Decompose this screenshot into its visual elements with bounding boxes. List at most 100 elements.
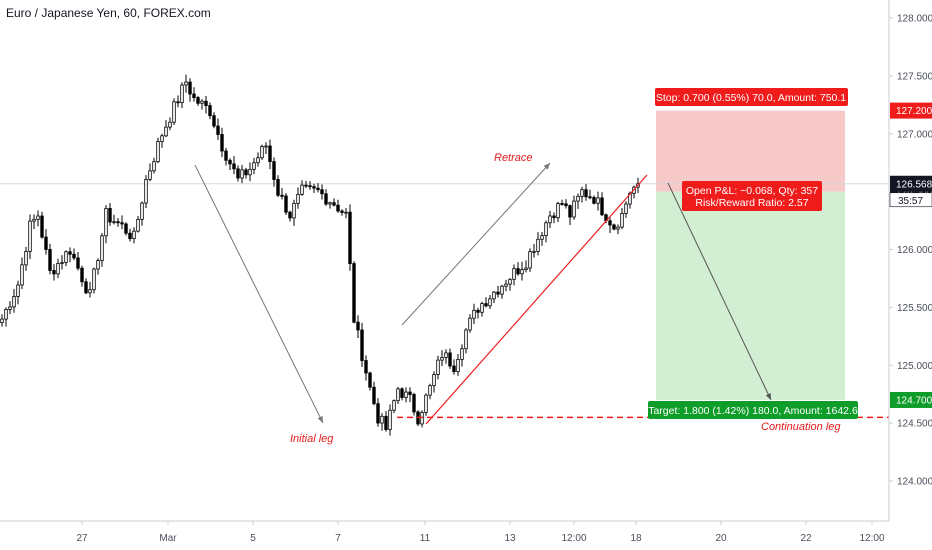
candle-body: [360, 329, 364, 361]
stop-price-tag-label: 127.200: [896, 106, 932, 117]
trend-line[interactable]: [425, 174, 648, 425]
candle-body: [592, 197, 596, 204]
candle-body: [372, 386, 376, 405]
candle-body: [524, 267, 528, 270]
candle-body: [600, 197, 604, 216]
continuation-leg-arrow[interactable]: [667, 182, 772, 401]
stop-loss-zone[interactable]: [656, 110, 845, 192]
initial-leg-arrowhead: [317, 416, 323, 423]
candle-body: [488, 298, 492, 307]
open-pnl-badge[interactable]: [682, 181, 822, 211]
candle-body: [16, 284, 20, 297]
candle-body: [476, 309, 480, 313]
candle-body: [300, 184, 304, 195]
candle-body: [472, 309, 476, 319]
candle-body: [568, 205, 572, 218]
candle-body: [492, 291, 496, 300]
candle-body: [528, 251, 532, 269]
candle-body: [4, 309, 8, 320]
candle-body: [616, 226, 620, 230]
candle-body: [12, 296, 16, 308]
candle-body: [448, 352, 452, 367]
candle-body: [256, 157, 260, 164]
candle-body: [228, 159, 232, 165]
price-tick-label: 128.000: [897, 14, 932, 25]
candle-body: [188, 81, 192, 95]
candle-body: [156, 141, 160, 163]
candle-body: [208, 105, 212, 117]
take-profit-zone[interactable]: [656, 191, 845, 400]
candle-body: [212, 115, 216, 127]
candle-body: [536, 238, 540, 252]
time-tick-label: 27: [76, 533, 88, 544]
candle-body: [404, 391, 408, 398]
candle-body: [608, 220, 612, 226]
candle-body: [572, 200, 576, 218]
candle-body: [172, 101, 176, 123]
candle-body: [168, 121, 172, 128]
candle-body: [516, 268, 520, 275]
candle-body: [24, 251, 28, 266]
candle-body: [104, 208, 108, 237]
candle-body: [420, 412, 424, 425]
candle-body: [260, 146, 264, 159]
candle-body: [468, 317, 472, 331]
candle-body: [52, 270, 56, 275]
candle-body: [588, 196, 592, 199]
candle-body: [344, 211, 348, 214]
retrace-label: Retrace: [494, 152, 533, 164]
target-price-tag-label: 124.700: [896, 395, 932, 406]
candle-body: [292, 202, 296, 219]
candle-body: [48, 249, 52, 271]
candle-body: [508, 278, 512, 285]
time-tick-label: 11: [420, 533, 431, 544]
price-axis[interactable]: 128.000127.500127.000126.500126.000125.5…: [888, 0, 932, 521]
retrace-arrowhead: [543, 163, 550, 170]
candle-body: [100, 235, 104, 261]
candle-body: [504, 283, 508, 287]
candle-body: [196, 97, 200, 104]
retrace-arrow[interactable]: [401, 162, 551, 326]
candle-body: [56, 263, 60, 275]
candle-body: [252, 162, 256, 170]
candle-body: [320, 189, 324, 195]
target-badge[interactable]: [648, 401, 858, 419]
candle-body: [64, 251, 68, 263]
candle-body: [556, 203, 560, 219]
candle-body: [580, 189, 584, 197]
initial-leg-arrow[interactable]: [194, 164, 324, 424]
time-tick-label: 5: [250, 533, 256, 544]
candle-body: [8, 306, 12, 310]
chart-title: Euro / Japanese Yen, 60, FOREX.com: [6, 6, 211, 20]
candle-body: [396, 388, 400, 402]
candle-body: [0, 318, 4, 323]
candle-body: [544, 222, 548, 237]
candle-body: [436, 359, 440, 375]
candle-body: [276, 179, 280, 196]
time-tick-label: Mar: [159, 533, 177, 544]
candle-body: [124, 223, 128, 234]
candle-body: [332, 202, 336, 206]
candle-body: [324, 193, 328, 205]
continuation-leg-arrowhead: [765, 393, 771, 400]
stop-badge[interactable]: [655, 88, 848, 106]
candle-body: [28, 220, 32, 252]
candle-body: [220, 134, 224, 152]
candle-body: [540, 235, 544, 240]
target-badge-label: Target: 1.800 (1.42%) 180.0, Amount: 164…: [648, 405, 858, 417]
candle-body: [288, 211, 292, 219]
candle-body: [380, 415, 384, 424]
countdown-tag: [889, 192, 932, 208]
candle-body: [408, 391, 412, 395]
candle-body: [576, 195, 580, 202]
candle-body: [484, 303, 488, 307]
candle-body: [152, 161, 156, 172]
candle-body: [432, 374, 436, 387]
candle-body: [352, 263, 356, 323]
candle-body: [368, 372, 372, 388]
candle-body: [248, 168, 252, 176]
time-axis[interactable]: 27 Mar 5 7 11 13 12:00 18 20 22 12:00: [0, 520, 889, 544]
candle-body: [348, 211, 352, 264]
candle-body: [284, 195, 288, 213]
